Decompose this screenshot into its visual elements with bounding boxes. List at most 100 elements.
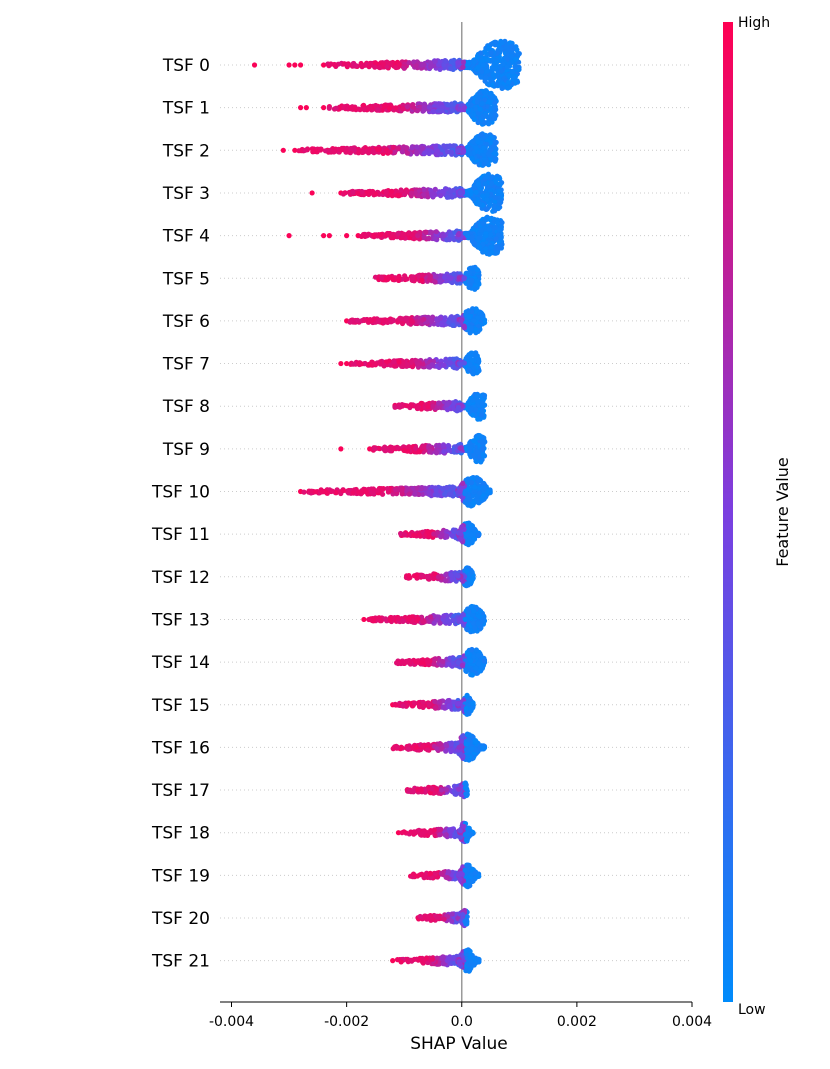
shap-point — [505, 85, 511, 91]
shap-point — [479, 69, 485, 75]
shap-point — [395, 445, 401, 451]
shap-point — [366, 231, 372, 238]
shap-point — [421, 107, 427, 113]
shap-point — [445, 442, 451, 449]
shap-point — [431, 108, 437, 115]
shap-point — [496, 198, 502, 204]
shap-point — [388, 319, 394, 325]
shap-point — [493, 151, 499, 157]
shap-point — [488, 232, 494, 238]
shap-point — [455, 232, 462, 238]
shap-point — [384, 486, 390, 492]
shap-point — [499, 85, 505, 91]
shap-point — [460, 64, 466, 70]
shap-point — [486, 121, 492, 127]
shap-point — [377, 64, 383, 71]
shap-point — [448, 66, 454, 72]
shap-point — [419, 272, 426, 278]
shap-point — [387, 149, 393, 155]
shap-point — [406, 491, 412, 497]
shap-point — [460, 59, 467, 66]
shap-point — [403, 315, 409, 321]
shap-point — [408, 190, 415, 196]
shap-point — [464, 192, 470, 198]
shap-point — [352, 105, 358, 111]
shap-point — [478, 50, 484, 56]
shap-point — [444, 401, 450, 408]
shap-point — [473, 145, 479, 151]
shap-point — [339, 145, 345, 151]
shap-point — [441, 448, 447, 455]
shap-point — [493, 39, 499, 45]
shap-point — [415, 233, 421, 239]
shap-point — [419, 277, 425, 283]
shap-point — [475, 476, 482, 482]
shap-point — [409, 318, 415, 324]
shap-point — [356, 360, 362, 366]
shap-point — [471, 196, 477, 202]
shap-point — [378, 486, 384, 492]
shap-point — [464, 477, 470, 483]
shap-point — [322, 148, 329, 154]
shap-point — [481, 49, 488, 55]
shap-point — [483, 233, 489, 239]
shap-point — [448, 275, 454, 281]
shap-point — [361, 102, 367, 108]
shap-point — [389, 445, 396, 452]
shap-point — [467, 497, 473, 503]
shap-point — [432, 279, 438, 285]
shap-point — [515, 52, 521, 58]
shap-point — [390, 276, 396, 283]
shap-point — [286, 62, 292, 68]
shap-point — [468, 480, 474, 486]
shap-point — [496, 188, 502, 194]
shap-point — [420, 62, 426, 68]
shap-point — [441, 233, 447, 239]
shap-point — [329, 488, 335, 494]
shap-point — [474, 99, 480, 105]
shap-point — [506, 79, 512, 85]
shap-point — [446, 319, 452, 325]
shap-point — [412, 491, 418, 497]
shap-point — [415, 405, 421, 411]
shap-point — [355, 317, 361, 323]
shap-point — [456, 275, 462, 281]
shap-point — [488, 77, 494, 83]
shap-point — [482, 246, 489, 252]
shap-point — [456, 147, 462, 153]
shap-point — [297, 105, 304, 111]
shap-point — [467, 361, 473, 367]
shap-point — [427, 273, 433, 279]
shap-point — [474, 278, 480, 284]
shap-point — [399, 149, 405, 155]
shap-point — [492, 105, 498, 111]
shap-point — [286, 233, 292, 239]
shap-point — [372, 446, 378, 452]
shap-point — [436, 400, 442, 406]
shap-point — [493, 236, 499, 242]
shap-point — [396, 274, 402, 280]
shap-point — [498, 46, 504, 52]
shap-point — [396, 61, 402, 67]
shap-point — [391, 359, 397, 365]
shap-point — [397, 404, 403, 410]
shap-point — [471, 318, 477, 324]
shap-point — [355, 489, 361, 495]
shap-point — [435, 108, 441, 114]
shap-point — [514, 47, 520, 53]
shap-point — [363, 489, 369, 495]
shap-point — [400, 231, 406, 237]
shap-point — [426, 104, 432, 110]
shap-point — [432, 58, 438, 64]
shap-point — [342, 190, 348, 196]
shap-point — [404, 150, 410, 156]
shap-point — [461, 276, 467, 282]
shap-point — [401, 447, 407, 453]
shap-point — [508, 43, 514, 49]
shap-point — [480, 451, 486, 458]
shap-point — [476, 244, 482, 250]
shap-point — [480, 62, 486, 68]
shap-point — [428, 318, 434, 324]
shap-point — [469, 277, 475, 283]
